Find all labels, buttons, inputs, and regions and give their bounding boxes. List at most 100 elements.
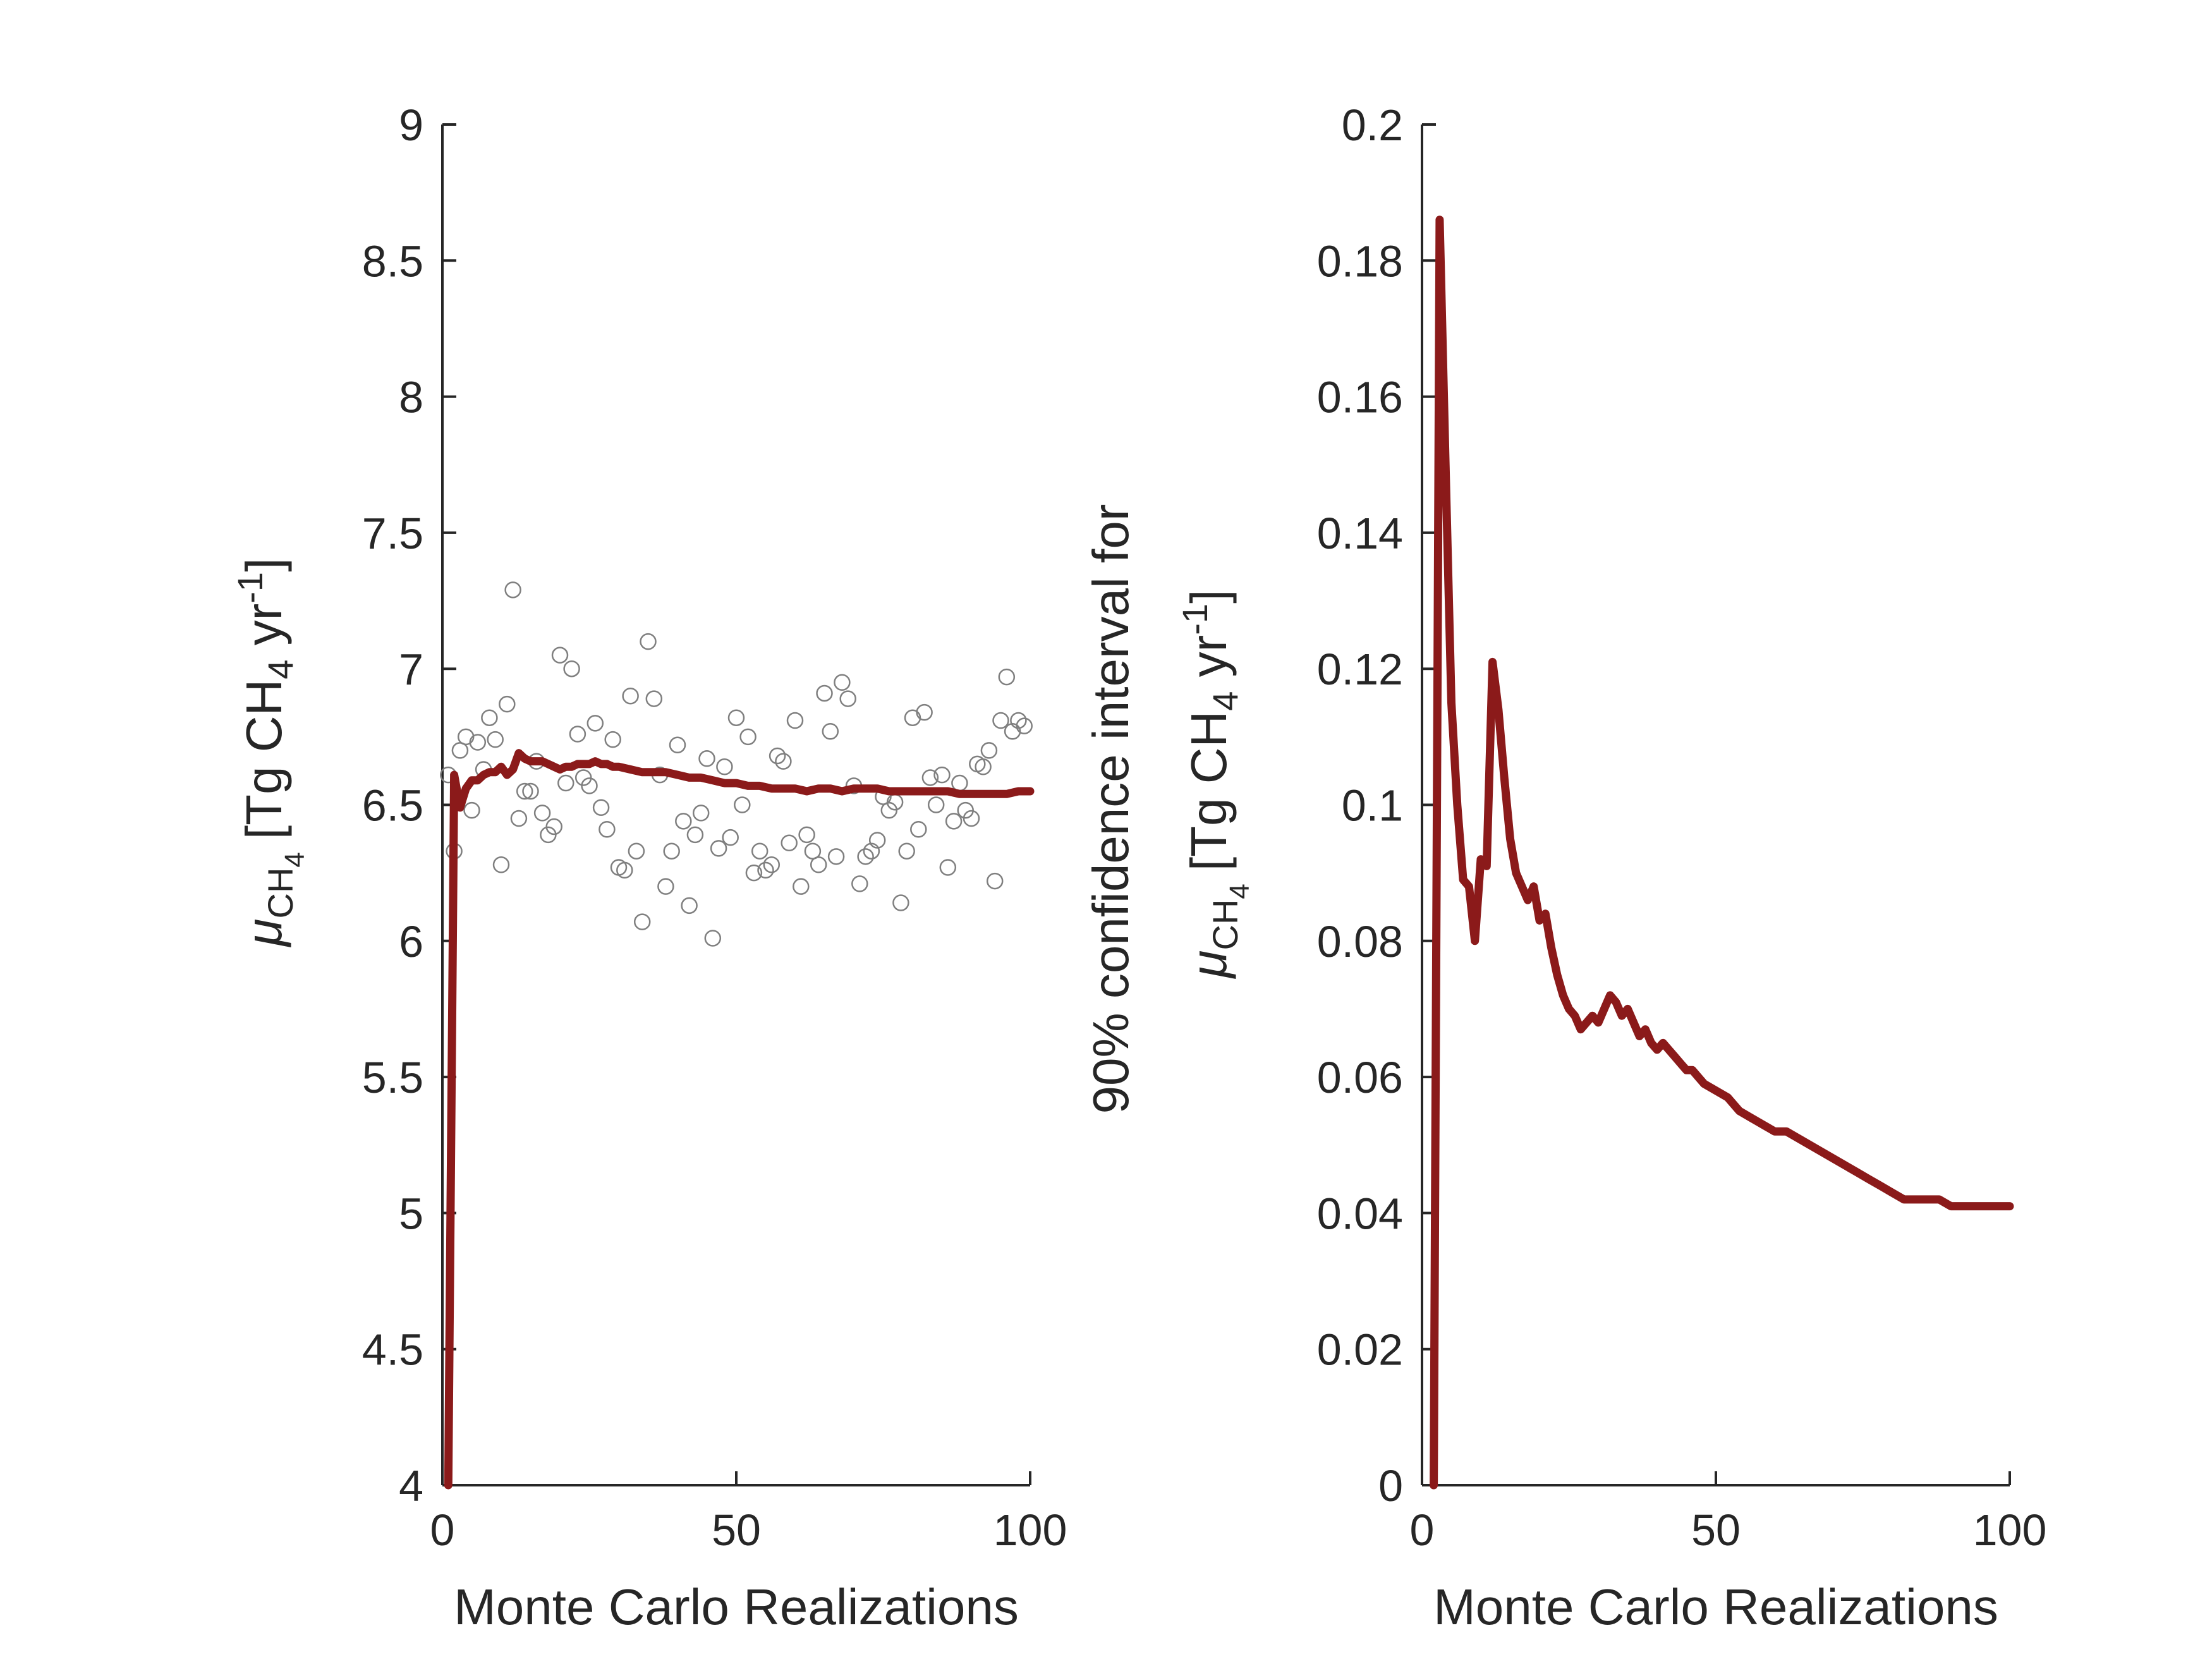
scatter-point [522,782,539,800]
scatter-point [857,848,874,865]
y-tick-label: 0.18 [1317,236,1403,286]
scatter-point [533,805,551,822]
scatter-point [775,753,792,770]
y-tick-label: 0.16 [1317,373,1403,422]
scatter-point [927,796,945,813]
x-tick-label: 0 [430,1505,455,1555]
scatter-point [769,747,786,765]
scatter-point [739,728,757,746]
scatter-point [722,829,739,846]
y-tick-label: 7 [399,645,423,694]
scatter-point [622,688,639,705]
scatter-point [692,805,710,822]
scatter-point [698,750,715,767]
y-tick-label: 4 [399,1461,423,1510]
y-tick-label: 5 [399,1189,423,1238]
scatter-point [592,799,610,817]
scatter-point [633,913,651,930]
right-panel-confidence-interval: 0 0.02 0.04 0.06 0.08 0.1 0.12 0.14 0.16 0.18 0.2 0… [1317,100,2047,1635]
scatter-point [863,842,880,860]
scatter-point [463,801,480,819]
x-tick-label: 100 [1973,1505,2047,1555]
scatter-point [810,856,827,873]
scatter-point [945,813,963,830]
scatter-point [604,731,621,748]
left-panel-mean: 4 4.5 5 5.5 6 6.5 7 7.5 8 8.5 9 0 50 100 Monte Carlo R… [362,100,1067,1635]
scatter-point [551,647,569,664]
scatter-point [704,930,722,947]
y-tick-label: 9 [399,100,423,150]
left-ylabel: μCH4[Tg CH4 yr-1] [230,558,310,948]
scatter-point [710,840,727,857]
scatter-point [504,581,521,599]
scatter-point [734,796,751,813]
x-tick-label: 0 [1410,1505,1435,1555]
scatter-point [563,660,580,678]
right-ylabel-line2: μCH4[Tg CH4 yr-1] [1175,590,1255,980]
y-tick-label: 0.08 [1317,917,1403,966]
scatter-point [834,674,851,691]
y-tick-label: 8 [399,373,423,422]
scatter-point [640,633,657,650]
series-line [444,749,1035,1490]
scatter-point [499,695,516,713]
scatter-point [581,777,598,794]
scatter-point [851,875,868,892]
scatter-point [663,842,680,860]
y-tick-label: 6 [399,917,423,966]
y-tick-label: 8.5 [362,236,423,286]
scatter-point [827,848,845,865]
scatter-point [657,878,674,895]
scatter-point [716,758,733,775]
x-tick-label: 50 [712,1505,761,1555]
scatter-point [916,703,933,721]
scatter-point [510,810,528,827]
y-tick-label: 0.2 [1342,100,1403,150]
scatter-point [781,834,798,852]
scatter-point [492,856,510,873]
scatter-point [921,769,939,786]
y-tick-label: 0.1 [1342,781,1403,830]
scatter-point [986,872,1004,890]
series-line [1430,216,2014,1490]
y-tick-label: 0.06 [1317,1053,1403,1102]
scatter-point [939,859,957,876]
scatter-point [686,826,704,844]
scatter-point [1016,717,1033,734]
scatter-point [681,897,698,915]
scatter-point [763,856,781,873]
y-tick-label: 0 [1378,1461,1403,1510]
scatter-point [868,832,886,849]
scatter-point [793,878,810,895]
scatter-point [628,842,645,860]
scatter-point [910,821,927,838]
y-tick-label: 0.14 [1317,509,1403,558]
scatter-point [892,894,909,911]
scatter-point [839,690,856,707]
scatter-point [804,842,822,860]
x-axis-label: Monte Carlo Realizations [1433,1579,1998,1635]
scatter-point [975,758,992,775]
scatter-point [933,766,951,784]
y-tick-label: 4.5 [362,1325,423,1375]
scatter-point [669,736,686,754]
scatter-point [516,782,533,800]
y-tick-label: 7.5 [362,509,423,558]
scatter-point [951,774,968,792]
right-ylabel-line1: 90% confidence interval for [1083,504,1139,1114]
scatter-point [457,728,475,746]
scatter-point [751,842,769,860]
scatter-point [469,734,487,751]
scatter-point [980,742,998,759]
y-tick-label: 5.5 [362,1053,423,1102]
scatter-point [451,742,469,759]
scatter-point [487,731,504,748]
scatter-point [616,861,633,879]
scatter-point [898,842,915,860]
scatter-point [586,715,604,732]
scatter-point [599,821,616,838]
x-tick-label: 100 [994,1505,1067,1555]
scatter-point [798,826,815,844]
scatter-point [1010,712,1027,729]
